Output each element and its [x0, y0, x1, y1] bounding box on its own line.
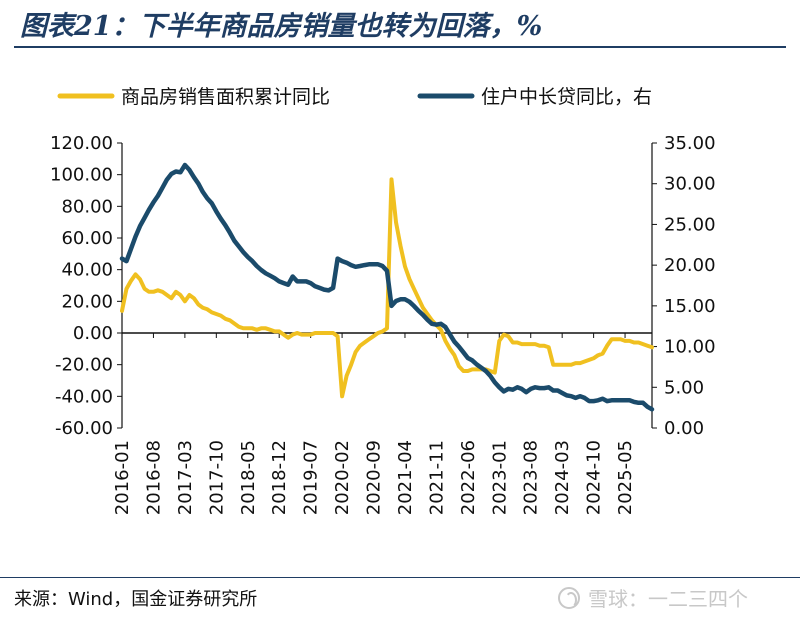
right-axis-tick-label: 20.00 — [664, 255, 716, 276]
figure-title: 图表21：下半年商品房销量也转为回落，% — [20, 11, 543, 42]
x-axis-tick-label: 2021-04 — [395, 440, 416, 515]
left-axis-tick-label: 40.00 — [61, 260, 113, 281]
x-axis-tick-label: 2016-01 — [112, 440, 133, 515]
left-axis-tick-label: -60.00 — [55, 418, 113, 439]
x-axis-tick-label: 2018-05 — [238, 440, 259, 515]
title-divider — [14, 46, 786, 48]
source-note: 来源：Wind，国金证券研究所 — [14, 589, 258, 610]
watermark-text: 雪球：一二三四个 — [588, 587, 748, 611]
left-axis-tick-label: 80.00 — [61, 196, 113, 217]
x-axis-tick-label: 2016-08 — [143, 440, 164, 515]
x-axis-tick-label: 2020-02 — [332, 440, 353, 515]
left-axis-tick-label: -40.00 — [55, 386, 113, 407]
left-axis-tick-label: 20.00 — [61, 291, 113, 312]
series-line-sales-area — [120, 177, 654, 399]
line-chart: 120.00 100.00 80.00 60.00 40.00 20.00 0.00 -20.… — [50, 86, 716, 515]
series-line-household-loans — [119, 162, 655, 412]
chart-series — [119, 162, 655, 412]
x-axis-tick-label: 2023-08 — [521, 440, 542, 515]
right-axis-tick-label: 5.00 — [664, 377, 704, 398]
right-axis-tick-label: 0.00 — [664, 418, 704, 439]
left-axis-tick-label: 0.00 — [73, 323, 113, 344]
snowball-logo-icon — [558, 586, 580, 609]
x-axis-tick-label: 2023-01 — [489, 440, 510, 515]
x-axis-tick-label: 2022-06 — [458, 440, 479, 515]
watermark: 雪球：一二三四个 — [558, 583, 748, 612]
x-axis-tick-label: 2024-10 — [584, 440, 605, 515]
x-axis-tick-label: 2017-10 — [206, 440, 227, 515]
left-axis-tick-label: 100.00 — [50, 165, 113, 186]
left-axis-tick-label: 120.00 — [50, 133, 113, 154]
x-axis-tick-label: 2019-07 — [301, 440, 322, 515]
legend-household-loans-label: 住户中长贷同比，右 — [481, 86, 652, 108]
right-axis-tick-label: 15.00 — [664, 296, 716, 317]
source-divider — [0, 577, 800, 578]
x-axis-tick-label: 2025-05 — [615, 440, 636, 515]
x-axis-tick-label: 2024-03 — [552, 440, 573, 515]
chart-axes: 120.00 100.00 80.00 60.00 40.00 20.00 0.00 -20.… — [50, 133, 716, 515]
x-axis-tick-label: 2021-11 — [426, 440, 447, 515]
chart-legend: 商品房销售面积累计同比 住户中长贷同比，右 — [57, 86, 652, 108]
right-axis-tick-label: 25.00 — [664, 214, 716, 235]
right-axis-tick-label: 35.00 — [664, 133, 716, 154]
right-axis-tick-label: 10.00 — [664, 337, 716, 358]
x-axis-tick-label: 2020-09 — [364, 440, 385, 515]
x-axis-tick-label: 2017-03 — [175, 440, 196, 515]
legend-sales-area-label: 商品房销售面积累计同比 — [121, 86, 330, 108]
right-axis-tick-label: 30.00 — [664, 174, 716, 195]
left-axis-tick-label: -20.00 — [55, 355, 113, 376]
x-axis-tick-label: 2018-12 — [269, 440, 290, 515]
left-axis-tick-label: 60.00 — [61, 228, 113, 249]
